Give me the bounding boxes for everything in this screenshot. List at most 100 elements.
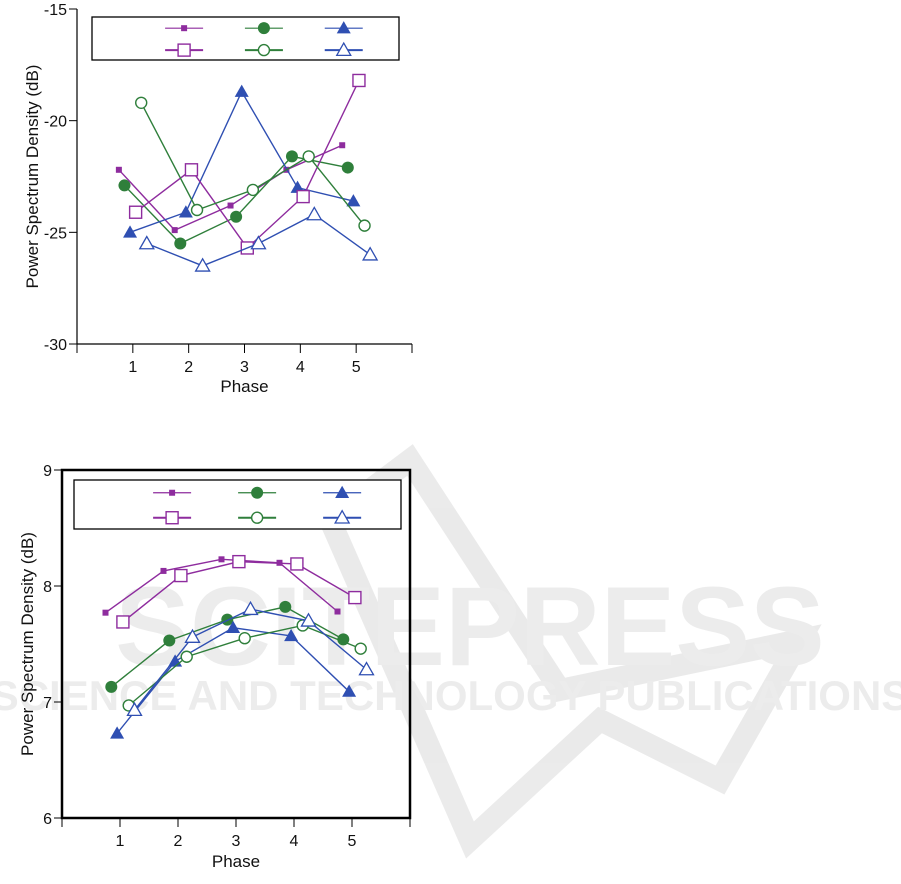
marker-open-circle — [358, 219, 371, 232]
y-axis-label: Power Spectrum Density (dB) — [18, 532, 37, 756]
marker-open-triangle — [358, 661, 375, 676]
marker-filled-circle — [174, 237, 187, 250]
series — [126, 600, 375, 717]
marker-open-triangle — [334, 509, 351, 524]
marker-filled-square — [227, 202, 234, 209]
marker-open-square — [352, 73, 366, 88]
legend-item — [324, 21, 363, 34]
marker-open-triangle — [138, 235, 155, 250]
marker-filled-triangle — [346, 194, 361, 207]
marker-open-triangle — [362, 246, 379, 261]
marker-filled-triangle — [342, 684, 357, 697]
y-tick-label: -30 — [44, 337, 67, 354]
marker-filled-square — [339, 142, 346, 149]
marker-open-square — [174, 568, 188, 583]
x-tick-label: 4 — [296, 359, 305, 376]
marker-filled-circle — [251, 486, 264, 499]
series — [105, 600, 350, 693]
legend-item — [323, 509, 362, 524]
marker-open-circle — [302, 150, 315, 163]
x-tick-label: 5 — [348, 833, 357, 850]
marker-open-square — [232, 554, 246, 569]
legend-item — [244, 22, 283, 35]
marker-open-triangle — [126, 701, 143, 717]
marker-open-triangle — [194, 257, 211, 272]
chart-top: -30 -25 -20 -15 1 2 3 4 5 Phase Power Spectrum Den… — [23, 2, 413, 396]
marker-open-circle — [250, 511, 264, 524]
y-tick-label: -20 — [44, 114, 67, 131]
marker-filled-square — [181, 25, 188, 32]
marker-filled-circle — [105, 680, 118, 693]
legend — [73, 479, 402, 530]
x-tick-label: 2 — [174, 833, 183, 850]
x-axis-label: Phase — [212, 852, 260, 871]
legend-item — [238, 486, 277, 499]
marker-filled-circle — [163, 634, 176, 647]
marker-filled-triangle — [110, 726, 125, 739]
marker-filled-circle — [285, 150, 298, 163]
series — [138, 206, 379, 272]
marker-filled-triangle — [284, 628, 299, 642]
watermark-logo-shape — [316, 444, 822, 859]
marker-filled-circle — [279, 600, 292, 613]
marker-filled-triangle — [178, 205, 193, 218]
series — [123, 84, 361, 238]
series — [135, 96, 371, 232]
x-tick-label: 2 — [184, 359, 193, 376]
marker-filled-square — [115, 166, 122, 173]
series — [116, 554, 362, 629]
marker-open-circle — [135, 96, 148, 110]
marker-open-triangle — [184, 628, 201, 643]
legend-box — [91, 16, 400, 61]
marker-open-square — [296, 189, 310, 204]
marker-filled-triangle — [123, 225, 138, 238]
legend-item — [153, 511, 192, 525]
marker-filled-square — [171, 227, 178, 234]
marker-open-triangle — [250, 235, 267, 250]
x-axis-label: Phase — [220, 377, 268, 396]
marker-filled-circle — [230, 210, 243, 223]
marker-open-triangle — [306, 206, 323, 221]
marker-open-square — [177, 43, 191, 57]
y-tick-label: 7 — [43, 695, 52, 712]
x-tick-label: 3 — [240, 359, 249, 376]
series-line — [123, 155, 348, 245]
chart-bottom: 6 7 8 9 1 2 3 4 5 Phase Power Spectrum Density (dB… — [18, 463, 412, 871]
watermark: SCITEPRESS SCIENCE AND TECHNOLOGY PUBLIC… — [0, 444, 901, 859]
legend-item — [324, 41, 363, 57]
marker-filled-triangle — [234, 84, 249, 97]
x-tick-label: 5 — [352, 359, 361, 376]
marker-open-circle — [257, 43, 271, 57]
marker-open-square — [128, 205, 143, 219]
marker-open-circle — [238, 632, 251, 645]
marker-filled-square — [218, 556, 225, 563]
x-tick-label: 4 — [290, 833, 299, 850]
marker-filled-triangle — [336, 21, 351, 34]
y-tick-label: 6 — [43, 811, 52, 828]
marker-filled-square — [160, 567, 167, 574]
marker-filled-circle — [257, 22, 270, 35]
marker-filled-square — [169, 489, 176, 496]
marker-open-square — [116, 615, 130, 629]
marker-open-triangle — [300, 612, 317, 627]
watermark-subtitle: SCIENCE AND TECHNOLOGY PUBLICATIONS — [0, 672, 901, 719]
x-tick-label: 1 — [128, 359, 137, 376]
legend-item — [244, 43, 283, 57]
marker-open-triangle — [335, 41, 352, 57]
legend-item — [323, 485, 362, 498]
series — [118, 150, 354, 250]
marker-open-circle — [246, 183, 260, 197]
y-axis-label: Power Spectrum Density (dB) — [23, 65, 42, 289]
legend-item — [165, 25, 204, 32]
x-tick-label: 1 — [116, 833, 125, 850]
marker-filled-square — [102, 609, 109, 616]
marker-filled-triangle — [226, 620, 241, 634]
watermark-title: SCITEPRESS — [115, 564, 825, 689]
legend-item — [165, 43, 204, 57]
x-tick-label: 3 — [232, 833, 241, 850]
y-tick-label: 9 — [43, 463, 52, 480]
legend-item — [153, 489, 192, 496]
marker-open-square — [184, 163, 199, 177]
marker-open-triangle — [242, 600, 259, 616]
